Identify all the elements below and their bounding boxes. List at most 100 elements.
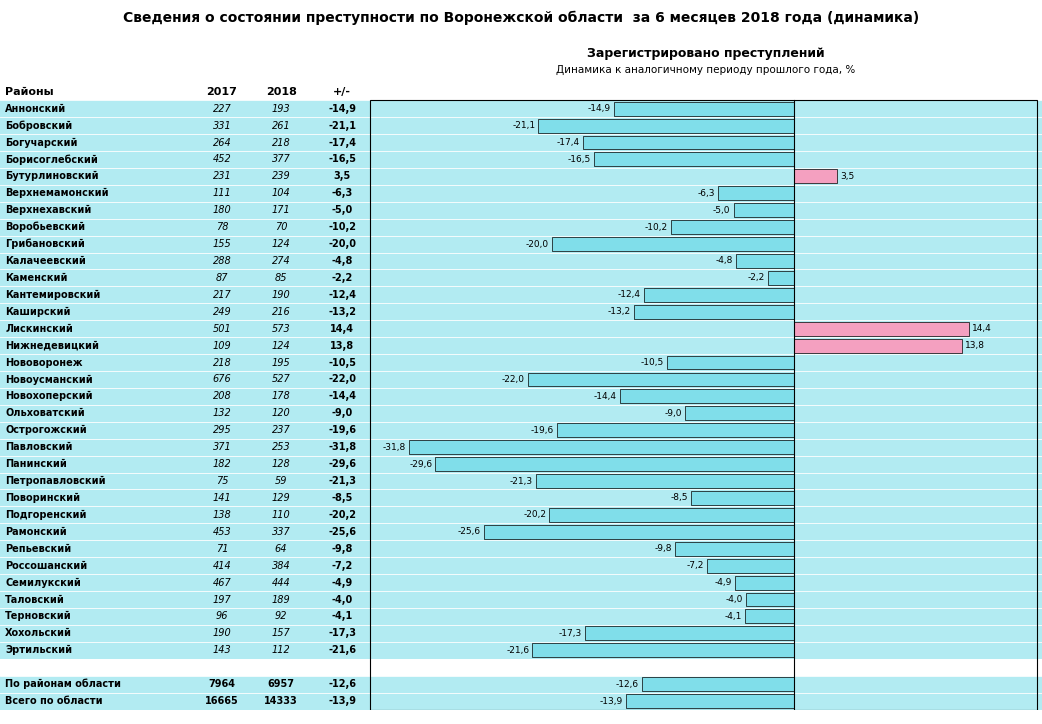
Text: 218: 218 — [272, 138, 291, 148]
Bar — [735, 576, 794, 589]
Text: -19,6: -19,6 — [328, 425, 356, 435]
Text: Кантемировский: Кантемировский — [5, 290, 101, 300]
Text: Острогожский: Острогожский — [5, 425, 86, 435]
Bar — [794, 169, 837, 183]
Text: 87: 87 — [216, 273, 228, 283]
Bar — [642, 677, 794, 691]
Text: -20,0: -20,0 — [328, 239, 356, 249]
Text: 13,8: 13,8 — [330, 340, 354, 350]
Bar — [532, 644, 794, 657]
Text: Семилукский: Семилукский — [5, 578, 81, 588]
Text: 143: 143 — [213, 645, 231, 655]
Text: 208: 208 — [213, 392, 231, 401]
Bar — [0, 320, 1042, 337]
Text: -21,1: -21,1 — [513, 121, 536, 130]
Text: 70: 70 — [275, 222, 288, 232]
Text: -31,8: -31,8 — [382, 442, 405, 452]
Bar — [691, 491, 794, 505]
Text: -4,8: -4,8 — [716, 256, 733, 266]
Bar — [549, 508, 794, 522]
Text: -16,5: -16,5 — [568, 155, 591, 164]
Text: -12,6: -12,6 — [615, 680, 639, 689]
Text: -17,3: -17,3 — [559, 629, 581, 638]
Bar — [0, 219, 1042, 235]
Text: -13,9: -13,9 — [328, 696, 356, 706]
Text: 190: 190 — [213, 628, 231, 639]
Text: 129: 129 — [272, 493, 291, 503]
Text: Зарегистрировано преступлений: Зарегистрировано преступлений — [587, 47, 825, 60]
Text: -31,8: -31,8 — [328, 442, 356, 452]
Text: 288: 288 — [213, 256, 231, 266]
Text: Лискинский: Лискинский — [5, 324, 73, 334]
Text: -12,6: -12,6 — [328, 679, 356, 689]
Text: Верхнемамонский: Верхнемамонский — [5, 188, 108, 198]
Bar — [0, 117, 1042, 134]
Text: 128: 128 — [272, 459, 291, 469]
Bar — [635, 305, 794, 319]
Text: -19,6: -19,6 — [530, 426, 553, 434]
Text: 414: 414 — [213, 560, 231, 571]
Text: 124: 124 — [272, 340, 291, 350]
Text: 180: 180 — [213, 205, 231, 215]
Bar — [0, 523, 1042, 540]
Text: Каменский: Каменский — [5, 273, 68, 283]
Text: Рамонский: Рамонский — [5, 527, 67, 536]
Text: -21,3: -21,3 — [510, 476, 532, 486]
Text: Богучарский: Богучарский — [5, 138, 78, 148]
Text: По районам области: По районам области — [5, 679, 121, 689]
Text: 14,4: 14,4 — [330, 324, 354, 334]
Text: Бутурлиновский: Бутурлиновский — [5, 172, 99, 182]
Text: 71: 71 — [216, 544, 228, 554]
Bar — [0, 253, 1042, 269]
Text: Петропавловский: Петропавловский — [5, 476, 106, 486]
Bar — [620, 390, 794, 403]
Text: 171: 171 — [272, 205, 291, 215]
Text: Бобровский: Бобровский — [5, 120, 73, 131]
Text: 239: 239 — [272, 172, 291, 181]
Text: -17,4: -17,4 — [328, 138, 356, 148]
Bar — [0, 151, 1042, 168]
Text: -9,0: -9,0 — [331, 408, 353, 418]
Text: 2018: 2018 — [266, 87, 297, 97]
Text: 197: 197 — [213, 594, 231, 605]
Text: 377: 377 — [272, 154, 291, 164]
Text: -4,0: -4,0 — [725, 595, 743, 604]
Text: 3,5: 3,5 — [333, 172, 351, 181]
Text: 452: 452 — [213, 154, 231, 164]
Text: 231: 231 — [213, 172, 231, 181]
Bar — [0, 591, 1042, 608]
Text: -4,0: -4,0 — [331, 594, 353, 605]
Text: -22,0: -22,0 — [328, 374, 356, 384]
Text: -9,0: -9,0 — [665, 409, 683, 418]
Text: 371: 371 — [213, 442, 231, 452]
Text: 182: 182 — [213, 459, 231, 469]
Text: 14,4: 14,4 — [972, 324, 992, 333]
Text: 178: 178 — [272, 392, 291, 401]
Text: 96: 96 — [216, 612, 228, 621]
Text: -7,2: -7,2 — [331, 560, 353, 571]
Text: -25,6: -25,6 — [457, 527, 480, 536]
Bar — [0, 455, 1042, 473]
Bar — [0, 354, 1042, 371]
Bar — [0, 693, 1042, 710]
Bar — [0, 625, 1042, 641]
Text: -10,5: -10,5 — [328, 358, 356, 368]
Bar — [794, 321, 969, 336]
Text: 120: 120 — [272, 408, 291, 418]
Text: -29,6: -29,6 — [328, 459, 356, 469]
Text: 217: 217 — [213, 290, 231, 300]
Text: Сведения о состоянии преступности по Воронежской области  за 6 месяцев 2018 года: Сведения о состоянии преступности по Вор… — [123, 11, 919, 25]
Text: Нижнедевицкий: Нижнедевицкий — [5, 340, 99, 350]
Text: -7,2: -7,2 — [687, 561, 703, 570]
Text: -10,5: -10,5 — [641, 358, 664, 367]
Bar — [746, 592, 794, 607]
Text: 453: 453 — [213, 527, 231, 536]
Text: Россошанский: Россошанский — [5, 560, 88, 571]
Text: -12,4: -12,4 — [328, 290, 356, 300]
Bar — [483, 525, 794, 539]
Text: Грибановский: Грибановский — [5, 239, 85, 249]
Text: 13,8: 13,8 — [965, 341, 985, 350]
Bar — [718, 186, 794, 201]
Text: -4,9: -4,9 — [715, 578, 731, 587]
Text: -2,2: -2,2 — [331, 273, 353, 283]
